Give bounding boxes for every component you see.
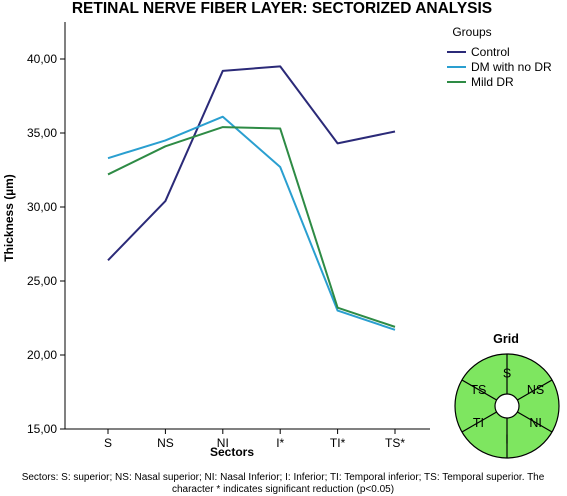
- grid-sector-label: I: [505, 433, 508, 447]
- y-tick-label: 35,00: [27, 126, 57, 140]
- series-line-2: [107, 126, 396, 328]
- grid-inset: Grid S NS NI I TI TS: [454, 332, 560, 459]
- grid-sector-label: NS: [527, 383, 544, 397]
- x-tick-label: I*: [276, 436, 284, 450]
- y-axis-label: Thickness (µm): [2, 174, 16, 262]
- grid-wheel-divider: [461, 379, 497, 401]
- legend-label: Mild DR: [471, 75, 514, 89]
- footnote-line-1: Sectors: S: superior; NS: Nasal superior…: [22, 472, 545, 483]
- legend-label: Control: [471, 45, 510, 59]
- grid-wheel-divider: [517, 411, 553, 433]
- x-tick-label: NS: [157, 436, 174, 450]
- legend-title: Groups: [452, 25, 491, 39]
- series-lines: [107, 65, 396, 331]
- grid-sector-label: S: [503, 367, 511, 381]
- x-axis-label: Sectors: [210, 445, 254, 459]
- legend-label: DM with no DR: [471, 60, 552, 74]
- y-tick-label: 20,00: [27, 348, 57, 362]
- grid-wheel-divider: [461, 411, 497, 433]
- x-tick-label: TS*: [385, 436, 405, 450]
- y-ticks: 15,00 20,00 25,00 30,00 35,00 40,00: [27, 52, 65, 436]
- chart-title: RETINAL NERVE FIBER LAYER: SECTORIZED AN…: [72, 0, 492, 17]
- footnote-line-2: character * indicates significant reduct…: [172, 484, 394, 495]
- grid-wheel-divider: [517, 379, 553, 401]
- y-tick-label: 40,00: [27, 52, 57, 66]
- series-line-0: [107, 65, 396, 261]
- grid-sector-label: TI: [473, 416, 484, 430]
- y-tick-label: 30,00: [27, 200, 57, 214]
- y-tick-label: 15,00: [27, 422, 57, 436]
- x-ticks: S NS NI I* TI* TS*: [104, 429, 405, 450]
- series-line-1: [107, 115, 396, 331]
- x-tick-label: TI*: [330, 436, 346, 450]
- grid-wheel-center: [494, 393, 520, 419]
- x-tick-label: S: [104, 436, 112, 450]
- y-tick-label: 25,00: [27, 274, 57, 288]
- grid-sector-label: NI: [529, 416, 542, 430]
- grid-inset-title: Grid: [493, 332, 519, 346]
- x-tick-label: NI: [217, 436, 229, 450]
- grid-sector-label: TS: [470, 383, 486, 397]
